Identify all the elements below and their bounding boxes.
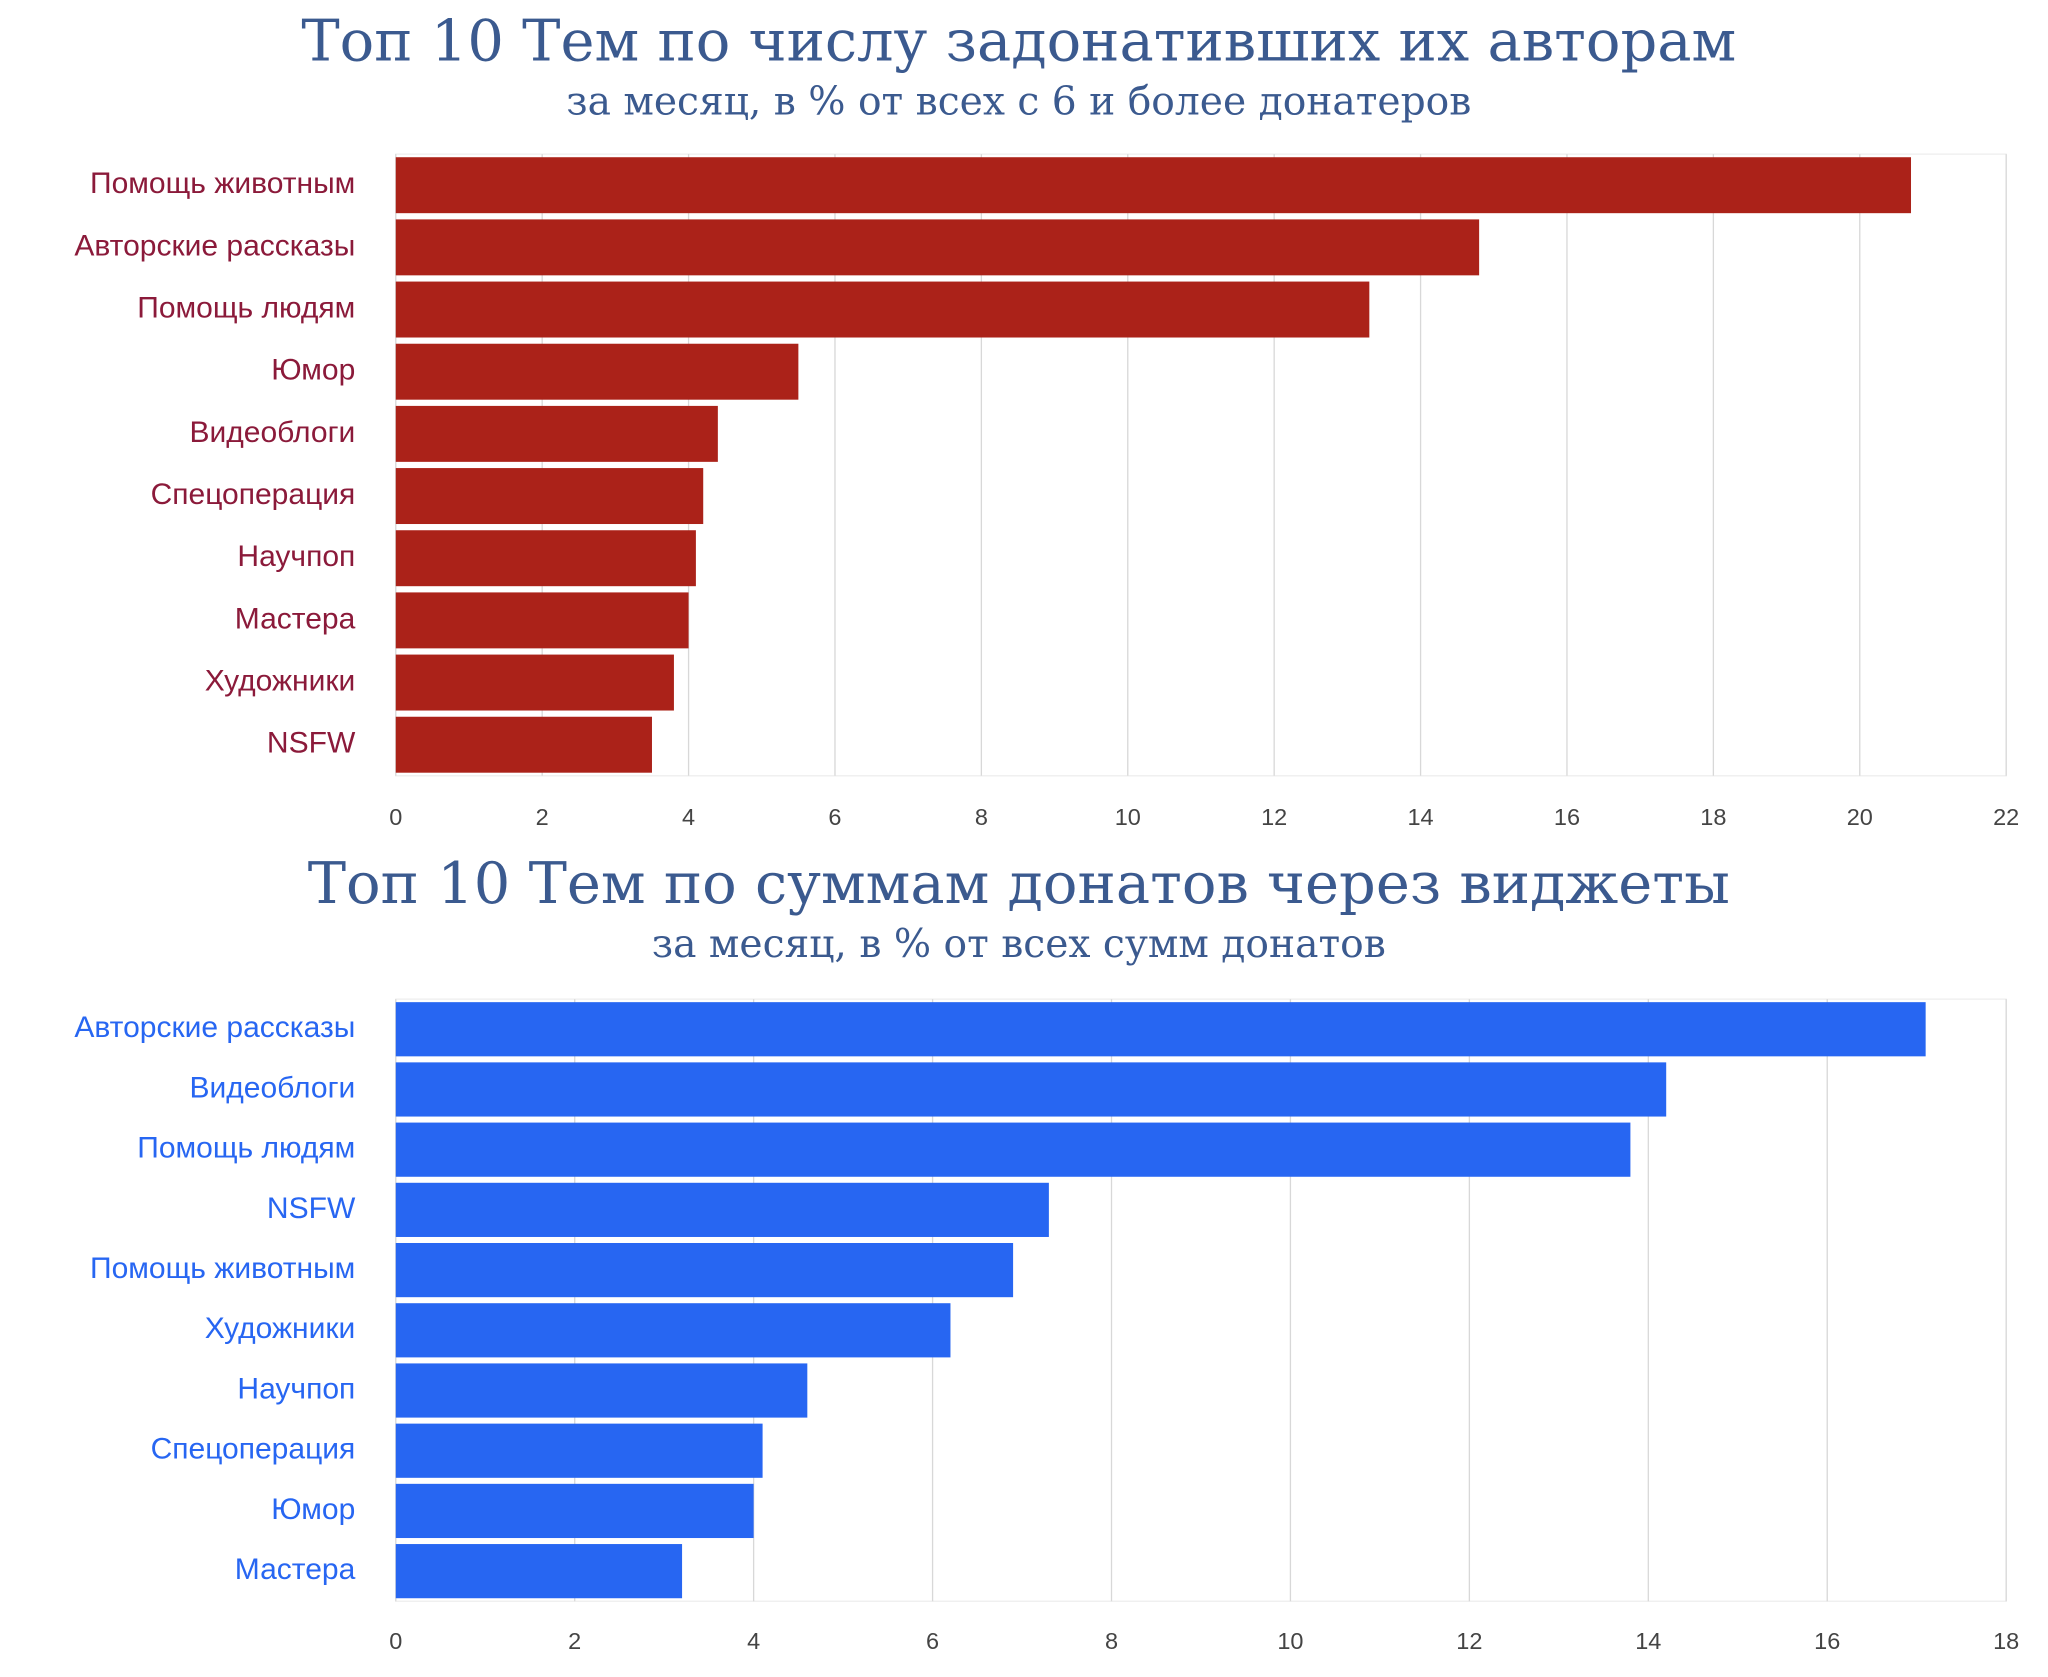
y-tick-label: Авторские рассказы: [74, 1011, 355, 1044]
x-tick-label: 22: [1993, 804, 2019, 830]
bar: [395, 1483, 754, 1539]
bar: [395, 1002, 1926, 1057]
y-tick-label: Помощь людям: [137, 291, 355, 324]
x-tick-label: 2: [568, 1628, 581, 1654]
y-tick-label: Художники: [205, 1312, 356, 1345]
bar: [395, 592, 689, 649]
chart-subtitle: за месяц, в % от всех с 6 и более донате…: [566, 79, 1471, 124]
x-tick-label: 16: [1554, 804, 1580, 830]
y-tick-label: NSFW: [267, 727, 356, 760]
y-tick-label: Юмор: [271, 1493, 355, 1526]
y-tick-label: Художники: [205, 664, 356, 697]
bar: [395, 1363, 808, 1418]
y-tick-label: NSFW: [267, 1192, 356, 1225]
bar: [395, 468, 704, 525]
x-tick-label: 14: [1408, 804, 1434, 830]
bar: [395, 654, 674, 711]
x-tick-label: 0: [389, 1628, 402, 1654]
x-tick-label: 20: [1847, 804, 1873, 830]
x-tick-label: 18: [1700, 804, 1726, 830]
x-tick-label: 4: [682, 804, 695, 830]
bar: [395, 157, 1912, 214]
bar: [395, 1242, 1014, 1298]
x-tick-label: 12: [1261, 804, 1287, 830]
x-tick-label: 6: [828, 804, 841, 830]
x-tick-label: 10: [1277, 1628, 1303, 1654]
y-tick-label: Мастера: [235, 602, 356, 635]
x-tick-label: 10: [1115, 804, 1141, 830]
y-tick-label: Помощь животным: [90, 167, 355, 200]
y-tick-label: Мастера: [235, 1553, 356, 1586]
y-tick-label: Спецоперация: [151, 1433, 356, 1466]
x-tick-label: 12: [1456, 1628, 1482, 1654]
bar: [395, 219, 1480, 276]
x-tick-label: 16: [1814, 1628, 1840, 1654]
y-tick-label: Спецоперация: [151, 478, 356, 511]
y-tick-label: Авторские рассказы: [74, 229, 355, 262]
x-tick-label: 2: [536, 804, 549, 830]
x-tick-label: 14: [1635, 1628, 1661, 1654]
bar: [395, 1182, 1049, 1237]
y-tick-label: Научпоп: [237, 1372, 355, 1405]
x-tick-label: 6: [926, 1628, 939, 1654]
bar: [395, 1122, 1631, 1177]
y-tick-label: Видеоблоги: [189, 416, 355, 449]
bar: [395, 1423, 763, 1478]
x-tick-label: 8: [975, 804, 988, 830]
bar: [395, 716, 652, 773]
bar: [395, 343, 799, 400]
x-tick-label: 8: [1105, 1628, 1118, 1654]
y-tick-label: Помощь людям: [137, 1132, 355, 1165]
bar: [395, 530, 696, 587]
bar: [395, 1544, 683, 1599]
chart-title: Топ 10 Тем по числу задонативших их авто…: [301, 8, 1736, 75]
bar: [395, 405, 718, 462]
x-tick-label: 18: [1993, 1628, 2019, 1654]
chart-title: Топ 10 Тем по суммам донатов через видже…: [308, 850, 1730, 917]
bar: [395, 281, 1370, 338]
y-tick-label: Помощь животным: [90, 1252, 355, 1285]
y-tick-label: Юмор: [271, 354, 355, 387]
bar: [395, 1062, 1667, 1117]
bar: [395, 1303, 951, 1358]
y-tick-label: Научпоп: [237, 540, 355, 573]
x-tick-label: 4: [747, 1628, 760, 1654]
chart-subtitle: за месяц, в % от всех сумм донатов: [652, 922, 1386, 967]
x-tick-label: 0: [389, 804, 402, 830]
y-tick-label: Видеоблоги: [189, 1071, 355, 1104]
